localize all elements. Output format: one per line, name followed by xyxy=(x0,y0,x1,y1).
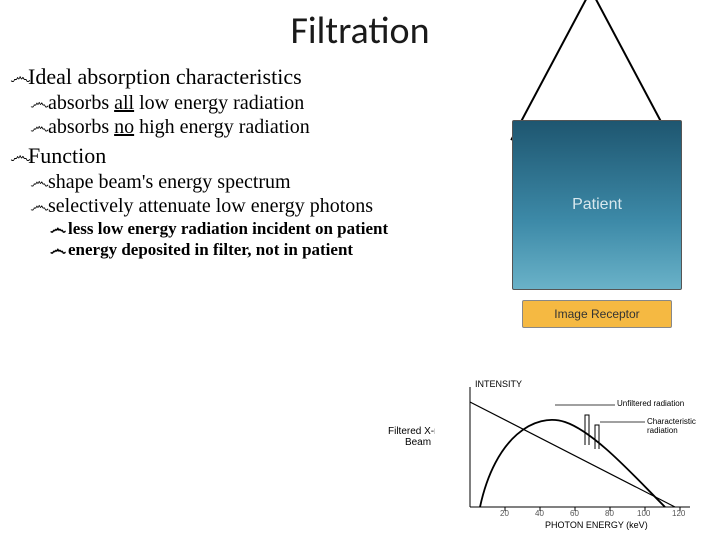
bullet-glyph: ෴ xyxy=(10,64,28,90)
bullet-glyph: ෴ xyxy=(30,116,48,139)
bullet-glyph: ෴ xyxy=(30,92,48,115)
bullet-l1: ෴Ideal absorption characteristics xyxy=(10,64,450,90)
bullet-l2: ෴shape beam's energy spectrum xyxy=(30,171,450,194)
xtick: 100 xyxy=(637,509,650,518)
characteristic-label: Characteristic radiation xyxy=(647,417,710,435)
bullet-l3: ෴less low energy radiation incident on p… xyxy=(50,219,450,239)
beam-diagram: Patient Image Receptor xyxy=(480,0,710,360)
text: absorbs xyxy=(48,116,114,138)
bullet-glyph: ෴ xyxy=(30,171,48,194)
text: energy deposited in filter, not in patie… xyxy=(68,240,353,259)
text: less low energy radiation incident on pa… xyxy=(68,219,388,238)
bullet-glyph: ෴ xyxy=(50,219,68,239)
text-underline: all xyxy=(114,92,134,114)
text: low energy radiation xyxy=(134,92,304,114)
text: absorbs xyxy=(48,92,114,114)
bullet-l2: ෴absorbs no high energy radiation xyxy=(30,116,450,139)
char-peak xyxy=(595,425,599,449)
chart-svg xyxy=(435,367,710,532)
bullet-l2: ෴absorbs all low energy radiation xyxy=(30,92,450,115)
text: Function xyxy=(28,143,106,168)
text: selectively attenuate low energy photons xyxy=(48,195,373,217)
x-axis-label: PHOTON ENERGY (keV) xyxy=(545,520,648,530)
bullet-glyph: ෴ xyxy=(10,143,28,169)
text: high energy radiation xyxy=(134,116,310,138)
image-receptor-box: Image Receptor xyxy=(522,300,672,328)
text: shape beam's energy spectrum xyxy=(48,171,291,193)
bullet-glyph: ෴ xyxy=(50,240,68,260)
char-peak xyxy=(585,415,589,445)
spectrum-chart: INTENSITY PHOTON ENERGY (keV) Unfiltered… xyxy=(435,367,710,532)
text-underline: no xyxy=(114,116,134,138)
xtick: 20 xyxy=(500,509,509,518)
image-receptor-label: Image Receptor xyxy=(554,307,639,321)
xtick: 60 xyxy=(570,509,579,518)
bullet-l2: ෴selectively attenuate low energy photon… xyxy=(30,195,450,218)
y-axis-label: INTENSITY xyxy=(475,379,522,389)
patient-box: Patient xyxy=(512,120,682,290)
xtick: 120 xyxy=(672,509,685,518)
filtered-curve xyxy=(480,420,665,507)
unfiltered-label: Unfiltered radiation xyxy=(617,399,684,408)
xtick: 80 xyxy=(605,509,614,518)
xtick: 40 xyxy=(535,509,544,518)
patient-label: Patient xyxy=(572,196,622,214)
bullet-l3: ෴energy deposited in filter, not in pati… xyxy=(50,240,450,260)
bullet-content: ෴Ideal absorption characteristics ෴absor… xyxy=(10,60,450,260)
bullet-l1: ෴Function xyxy=(10,143,450,169)
text: Ideal absorption characteristics xyxy=(28,64,302,89)
bullet-glyph: ෴ xyxy=(30,195,48,218)
